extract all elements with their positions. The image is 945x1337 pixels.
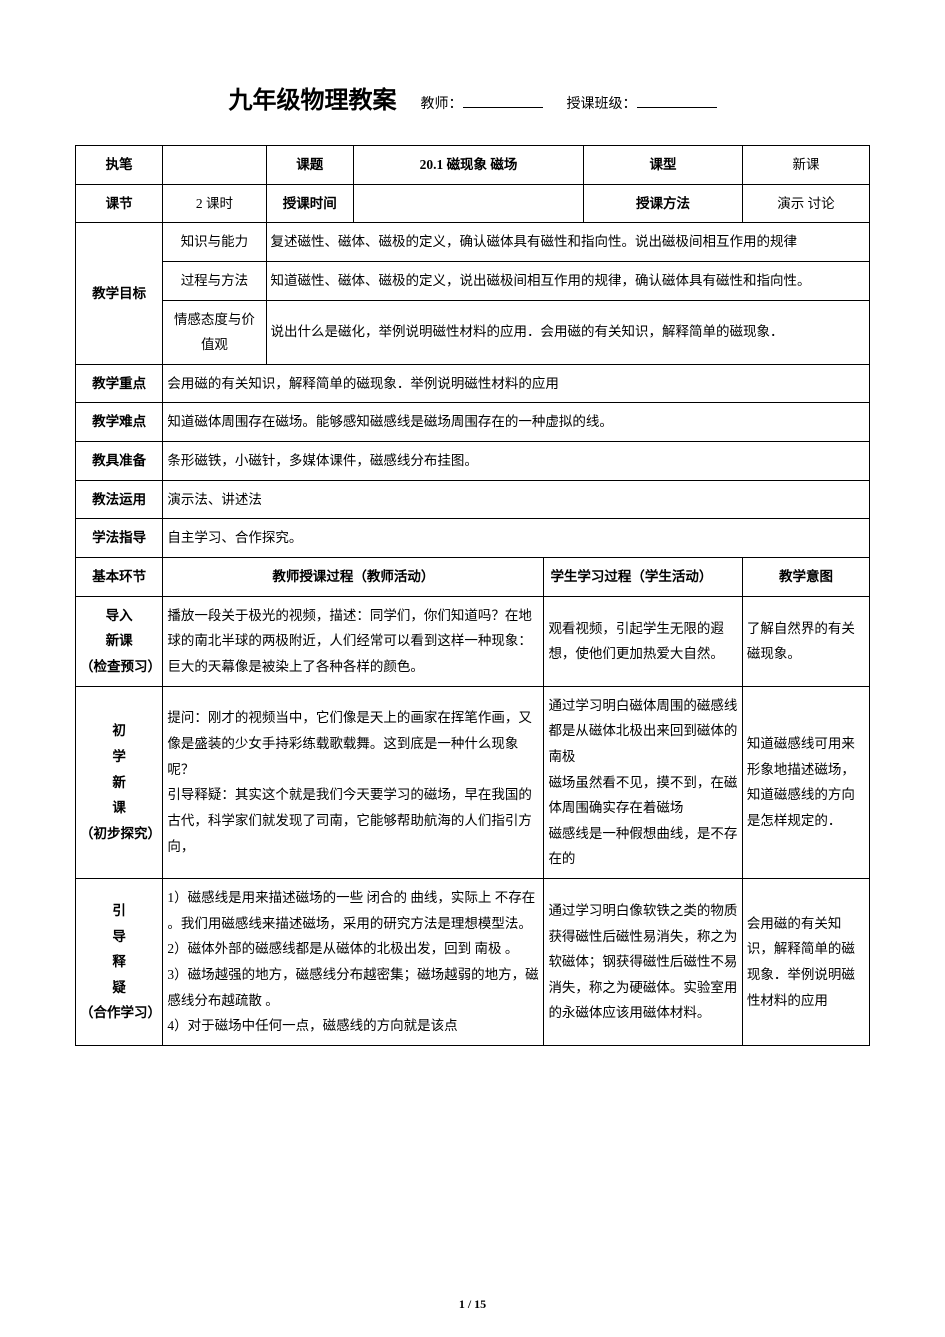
difficulty-row: 教学难点 知道磁体周围存在磁场。能够感知磁感线是磁场周围存在的一种虚拟的线。 <box>76 403 870 442</box>
title-line: 九年级物理教案 教师： 授课班级： <box>75 80 870 115</box>
col-intent: 教学意图 <box>742 558 869 597</box>
goals-row-1: 教学目标 知识与能力 复述磁性、磁体、磁极的定义，确认磁体具有磁性和指向性。说出… <box>76 223 870 262</box>
difficulty-text: 知道磁体周围存在磁场。能够感知磁感线是磁场周围存在的一种虚拟的线。 <box>163 403 870 442</box>
goal1-label: 知识与能力 <box>163 223 266 262</box>
time-value <box>353 184 583 223</box>
teach-method-label: 教法运用 <box>76 480 163 519</box>
guide-text: 自主学习、合作探究。 <box>163 519 870 558</box>
goal3-text: 说出什么是磁化，举例说明磁性材料的应用．会用磁的有关知识，解释简单的磁现象． <box>266 300 869 364</box>
class-blank <box>637 94 717 108</box>
teacher-blank <box>463 94 543 108</box>
guide-label: 学法指导 <box>76 519 163 558</box>
lesson-type-label: 课型 <box>584 146 743 185</box>
tools-label: 教具准备 <box>76 442 163 481</box>
stage2-label: 初 学 新 课 （初步探究） <box>76 686 163 878</box>
focus-text: 会用磁的有关知识，解释简单的磁现象．举例说明磁性材料的应用 <box>163 364 870 403</box>
stage-row-1: 导入 新课 （检查预习） 播放一段关于极光的视频，描述：同学们，你们知道吗？在地… <box>76 596 870 686</box>
author-value <box>163 146 266 185</box>
col-teacher: 教师授课过程（教师活动） <box>163 558 544 597</box>
goal3-label: 情感态度与价值观 <box>163 300 266 364</box>
page: 九年级物理教案 教师： 授课班级： 执笔 课题 20.1 磁现象 磁场 课型 新… <box>0 0 945 1337</box>
stage1-teacher: 播放一段关于极光的视频，描述：同学们，你们知道吗？在地球的南北半球的两极附近，人… <box>163 596 544 686</box>
stage-row-3: 引 导 释 疑 （合作学习） 1）磁感线是用来描述磁场的一些 闭合的 曲线，实际… <box>76 879 870 1046</box>
stage3-student: 通过学习明白像软铁之类的物质获得磁性后磁性易消失，称之为软磁体；钢获得磁性后磁性… <box>544 879 742 1046</box>
goals-label: 教学目标 <box>76 223 163 365</box>
teach-method-text: 演示法、讲述法 <box>163 480 870 519</box>
stage1-intent: 了解自然界的有关磁现象。 <box>742 596 869 686</box>
topic-label: 课题 <box>266 146 353 185</box>
stage2-teacher: 提问：刚才的视频当中，它们像是天上的画家在挥笔作画，又像是盛装的少女手持彩练载歌… <box>163 686 544 878</box>
focus-label: 教学重点 <box>76 364 163 403</box>
stage3-intent: 会用磁的有关知识，解释简单的磁现象．举例说明磁性材料的应用 <box>742 879 869 1046</box>
teacher-label: 教师： <box>421 97 463 112</box>
focus-row: 教学重点 会用磁的有关知识，解释简单的磁现象．举例说明磁性材料的应用 <box>76 364 870 403</box>
header-row-2: 课节 2 课时 授课时间 授课方法 演示 讨论 <box>76 184 870 223</box>
goal2-label: 过程与方法 <box>163 261 266 300</box>
header-row-1: 执笔 课题 20.1 磁现象 磁场 课型 新课 <box>76 146 870 185</box>
stage3-teacher: 1）磁感线是用来描述磁场的一些 闭合的 曲线，实际上 不存在 。我们用磁感线来描… <box>163 879 544 1046</box>
tools-row: 教具准备 条形磁铁，小磁针，多媒体课件，磁感线分布挂图。 <box>76 442 870 481</box>
goal1-text: 复述磁性、磁体、磁极的定义，确认磁体具有磁性和指向性。说出磁极间相互作用的规律 <box>266 223 869 262</box>
section-header-row: 基本环节 教师授课过程（教师活动） 学生学习过程（学生活动） 教学意图 <box>76 558 870 597</box>
periods-label: 课节 <box>76 184 163 223</box>
teach-method-row: 教法运用 演示法、讲述法 <box>76 480 870 519</box>
stage-row-2: 初 学 新 课 （初步探究） 提问：刚才的视频当中，它们像是天上的画家在挥笔作画… <box>76 686 870 878</box>
col-student: 学生学习过程（学生活动） <box>544 558 742 597</box>
periods-value: 2 课时 <box>163 184 266 223</box>
stage2-student: 通过学习明白磁体周围的磁感线都是从磁体北极出来回到磁体的南极 磁场虽然看不见，摸… <box>544 686 742 878</box>
stage1-label: 导入 新课 （检查预习） <box>76 596 163 686</box>
goal2-text: 知道磁性、磁体、磁极的定义，说出磁极间相互作用的规律，确认磁体具有磁性和指向性。 <box>266 261 869 300</box>
time-label: 授课时间 <box>266 184 353 223</box>
guide-row: 学法指导 自主学习、合作探究。 <box>76 519 870 558</box>
page-title: 九年级物理教案 <box>229 87 397 114</box>
col-stage: 基本环节 <box>76 558 163 597</box>
page-footer: 1 / 15 <box>0 1297 945 1312</box>
lesson-plan-table: 执笔 课题 20.1 磁现象 磁场 课型 新课 课节 2 课时 授课时间 授课方… <box>75 145 870 1046</box>
goals-row-3: 情感态度与价值观 说出什么是磁化，举例说明磁性材料的应用．会用磁的有关知识，解释… <box>76 300 870 364</box>
author-label: 执笔 <box>76 146 163 185</box>
lesson-type-value: 新课 <box>742 146 869 185</box>
tools-text: 条形磁铁，小磁针，多媒体课件，磁感线分布挂图。 <box>163 442 870 481</box>
goals-row-2: 过程与方法 知道磁性、磁体、磁极的定义，说出磁极间相互作用的规律，确认磁体具有磁… <box>76 261 870 300</box>
method-label: 授课方法 <box>584 184 743 223</box>
stage2-intent: 知道磁感线可用来形象地描述磁场，知道磁感线的方向是怎样规定的． <box>742 686 869 878</box>
topic-value: 20.1 磁现象 磁场 <box>353 146 583 185</box>
method-value: 演示 讨论 <box>742 184 869 223</box>
difficulty-label: 教学难点 <box>76 403 163 442</box>
stage3-label: 引 导 释 疑 （合作学习） <box>76 879 163 1046</box>
class-label: 授课班级： <box>567 97 637 112</box>
stage1-student: 观看视频，引起学生无限的遐想，使他们更加热爱大自然。 <box>544 596 742 686</box>
